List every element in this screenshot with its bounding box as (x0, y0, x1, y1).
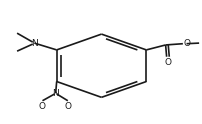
Text: O: O (64, 102, 71, 111)
Text: N: N (52, 89, 59, 98)
Text: O: O (164, 58, 170, 67)
Text: O: O (39, 102, 46, 111)
Text: N: N (31, 39, 38, 48)
Text: O: O (183, 39, 189, 48)
